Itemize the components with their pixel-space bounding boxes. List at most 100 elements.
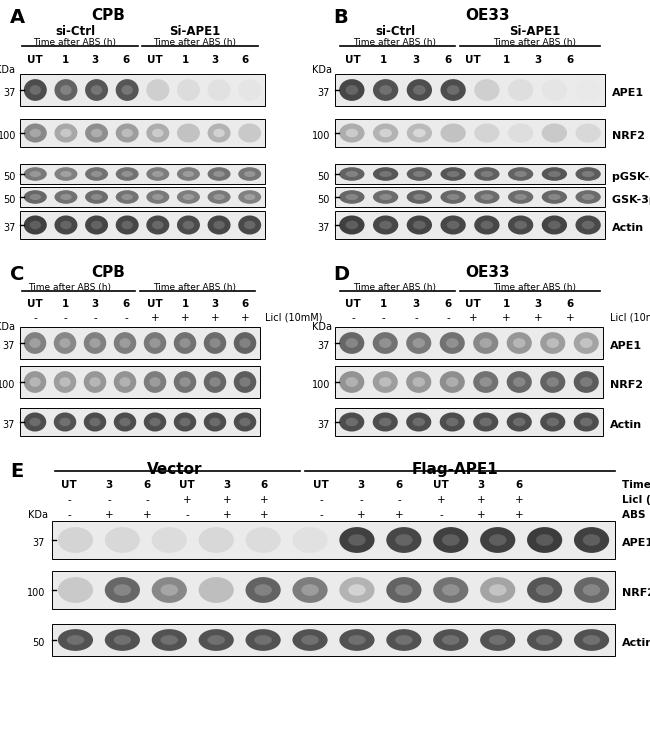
Ellipse shape — [183, 171, 194, 177]
Ellipse shape — [239, 418, 251, 426]
Text: -: - — [319, 495, 323, 505]
Ellipse shape — [574, 412, 599, 431]
Ellipse shape — [234, 412, 256, 431]
Ellipse shape — [207, 635, 225, 645]
Ellipse shape — [122, 221, 133, 229]
Ellipse shape — [372, 371, 398, 393]
Ellipse shape — [54, 412, 76, 431]
Ellipse shape — [446, 418, 458, 426]
Ellipse shape — [209, 377, 220, 387]
Ellipse shape — [575, 79, 601, 101]
Ellipse shape — [238, 124, 261, 143]
Text: 6: 6 — [241, 55, 248, 65]
Ellipse shape — [582, 194, 595, 200]
Ellipse shape — [183, 194, 194, 200]
Ellipse shape — [199, 577, 234, 603]
Ellipse shape — [346, 129, 358, 137]
Text: UT: UT — [179, 480, 195, 490]
Bar — [335, 408, 603, 436]
Text: 1: 1 — [502, 299, 510, 309]
Ellipse shape — [29, 129, 41, 137]
Text: -: - — [359, 495, 363, 505]
Ellipse shape — [480, 221, 493, 229]
Ellipse shape — [547, 418, 559, 426]
Ellipse shape — [372, 332, 398, 354]
Bar — [20, 74, 265, 106]
Ellipse shape — [301, 635, 319, 645]
Text: -: - — [93, 313, 97, 323]
Text: UT: UT — [465, 299, 481, 309]
Ellipse shape — [489, 635, 506, 645]
Ellipse shape — [116, 124, 138, 143]
Ellipse shape — [24, 79, 47, 101]
Ellipse shape — [292, 629, 328, 651]
Ellipse shape — [207, 167, 231, 181]
Ellipse shape — [346, 221, 358, 229]
Ellipse shape — [55, 124, 77, 143]
Ellipse shape — [513, 338, 526, 348]
Ellipse shape — [203, 332, 226, 354]
Text: -: - — [124, 313, 128, 323]
Text: -: - — [145, 495, 149, 505]
Ellipse shape — [433, 527, 469, 553]
Text: APE1: APE1 — [610, 341, 642, 351]
Text: +: + — [476, 510, 486, 520]
Ellipse shape — [480, 418, 492, 426]
Ellipse shape — [146, 167, 169, 181]
Ellipse shape — [151, 629, 187, 651]
Ellipse shape — [480, 377, 492, 387]
Text: UT: UT — [27, 299, 43, 309]
Ellipse shape — [199, 629, 234, 651]
Ellipse shape — [244, 171, 255, 177]
Text: -: - — [63, 313, 67, 323]
Ellipse shape — [29, 85, 41, 95]
Text: UT: UT — [313, 480, 329, 490]
Text: -: - — [414, 313, 418, 323]
Text: Time after ABS (h): Time after ABS (h) — [354, 283, 437, 292]
Ellipse shape — [84, 371, 106, 393]
Text: -: - — [439, 510, 443, 520]
Ellipse shape — [60, 194, 72, 200]
Ellipse shape — [446, 377, 458, 387]
Text: 37: 37 — [4, 88, 16, 98]
Ellipse shape — [583, 635, 601, 645]
Bar — [335, 119, 605, 147]
Text: +: + — [469, 313, 477, 323]
Ellipse shape — [339, 332, 364, 354]
Bar — [335, 74, 605, 106]
Ellipse shape — [122, 129, 133, 137]
Text: 100: 100 — [27, 588, 45, 598]
Ellipse shape — [580, 338, 593, 348]
Ellipse shape — [116, 167, 138, 181]
Ellipse shape — [207, 216, 231, 234]
Ellipse shape — [91, 194, 102, 200]
Text: OE33: OE33 — [465, 265, 510, 280]
Text: -: - — [67, 510, 71, 520]
Ellipse shape — [513, 377, 526, 387]
Ellipse shape — [59, 338, 71, 348]
Text: LicI (10mM): LicI (10mM) — [622, 495, 650, 505]
Ellipse shape — [380, 85, 392, 95]
Text: +: + — [515, 495, 523, 505]
Ellipse shape — [114, 584, 131, 596]
Ellipse shape — [292, 527, 328, 553]
Ellipse shape — [442, 584, 460, 596]
Ellipse shape — [373, 79, 398, 101]
Ellipse shape — [345, 418, 358, 426]
Bar — [52, 521, 615, 559]
Text: -: - — [381, 313, 385, 323]
Bar — [20, 327, 260, 359]
Bar — [52, 571, 615, 609]
Ellipse shape — [380, 194, 392, 200]
Ellipse shape — [541, 216, 567, 234]
Text: A: A — [10, 8, 25, 27]
Text: +: + — [151, 313, 159, 323]
Text: 6: 6 — [122, 55, 129, 65]
Ellipse shape — [301, 584, 319, 596]
Text: UT: UT — [27, 55, 43, 65]
Ellipse shape — [199, 527, 234, 553]
Text: APE1: APE1 — [612, 88, 644, 98]
Ellipse shape — [116, 190, 138, 204]
Ellipse shape — [59, 377, 71, 387]
Ellipse shape — [254, 635, 272, 645]
